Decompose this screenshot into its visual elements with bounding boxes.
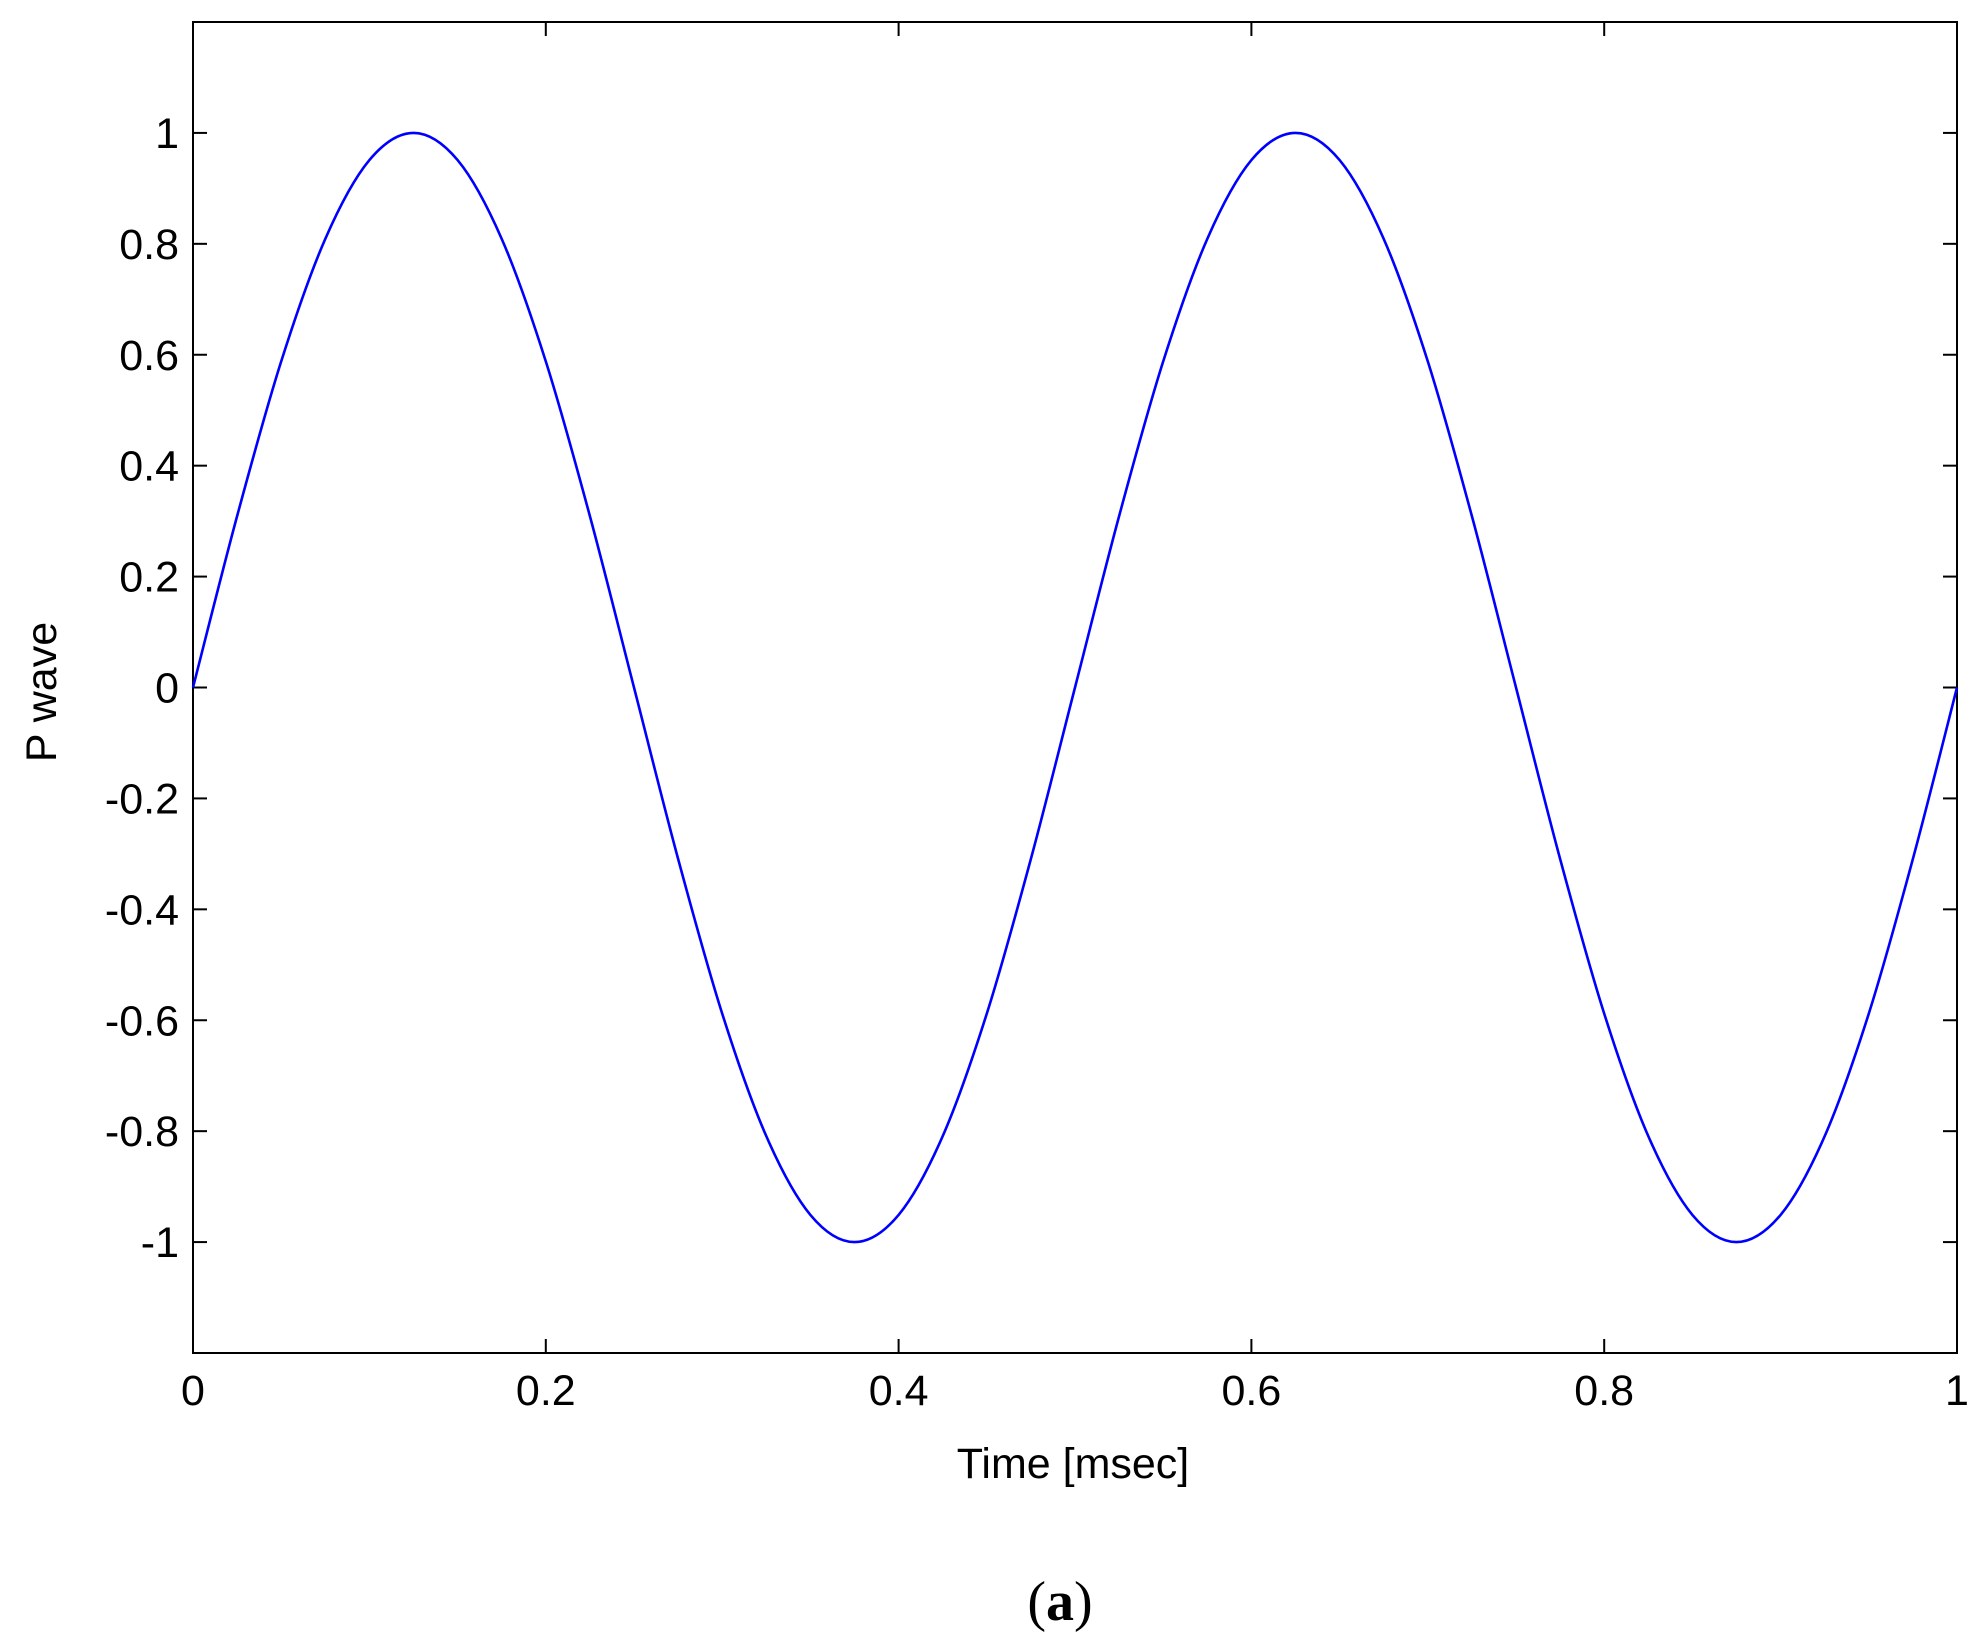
y-tick-label: -0.2 bbox=[105, 775, 179, 823]
caption-open-paren: ( bbox=[1027, 1571, 1046, 1633]
y-tick-label: -0.6 bbox=[105, 997, 179, 1045]
p-wave-line bbox=[191, 131, 1959, 1244]
x-tick-label: 0.2 bbox=[516, 1367, 576, 1415]
y-tick-label: 0 bbox=[155, 665, 179, 713]
y-tick-label: -0.4 bbox=[105, 886, 179, 934]
y-tick-label: 0.8 bbox=[119, 221, 179, 269]
panel-caption: (a) bbox=[1027, 1571, 1092, 1633]
x-tick-labels: 0 0.2 0.4 0.6 0.8 1 bbox=[181, 1367, 1969, 1415]
caption-close-paren: ) bbox=[1074, 1571, 1093, 1633]
x-tick-label: 0 bbox=[181, 1367, 205, 1415]
y-tick-label: 0.4 bbox=[119, 443, 179, 491]
y-tick-label: -1 bbox=[141, 1219, 179, 1267]
x-tick-label: 0.6 bbox=[1222, 1367, 1282, 1415]
y-axis-label: P wave bbox=[18, 622, 66, 762]
y-tick-labels: 1 0.8 0.6 0.4 0.2 0 -0.2 -0.4 -0.6 -0.8 -1 bbox=[105, 110, 179, 1267]
axis-ticks bbox=[192, 22, 1958, 1353]
y-tick-label: 1 bbox=[155, 110, 179, 158]
y-tick-label: -0.8 bbox=[105, 1108, 179, 1156]
y-tick-label: 0.2 bbox=[119, 554, 179, 602]
x-tick-label: 1 bbox=[1945, 1367, 1969, 1415]
x-axis-label: Time [msec] bbox=[957, 1440, 1190, 1488]
x-tick-label: 0.4 bbox=[869, 1367, 929, 1415]
y-tick-label: 0.6 bbox=[119, 332, 179, 380]
caption-letter: a bbox=[1046, 1571, 1074, 1633]
x-tick-label: 0.8 bbox=[1574, 1367, 1634, 1415]
plot-area bbox=[191, 21, 1959, 1354]
